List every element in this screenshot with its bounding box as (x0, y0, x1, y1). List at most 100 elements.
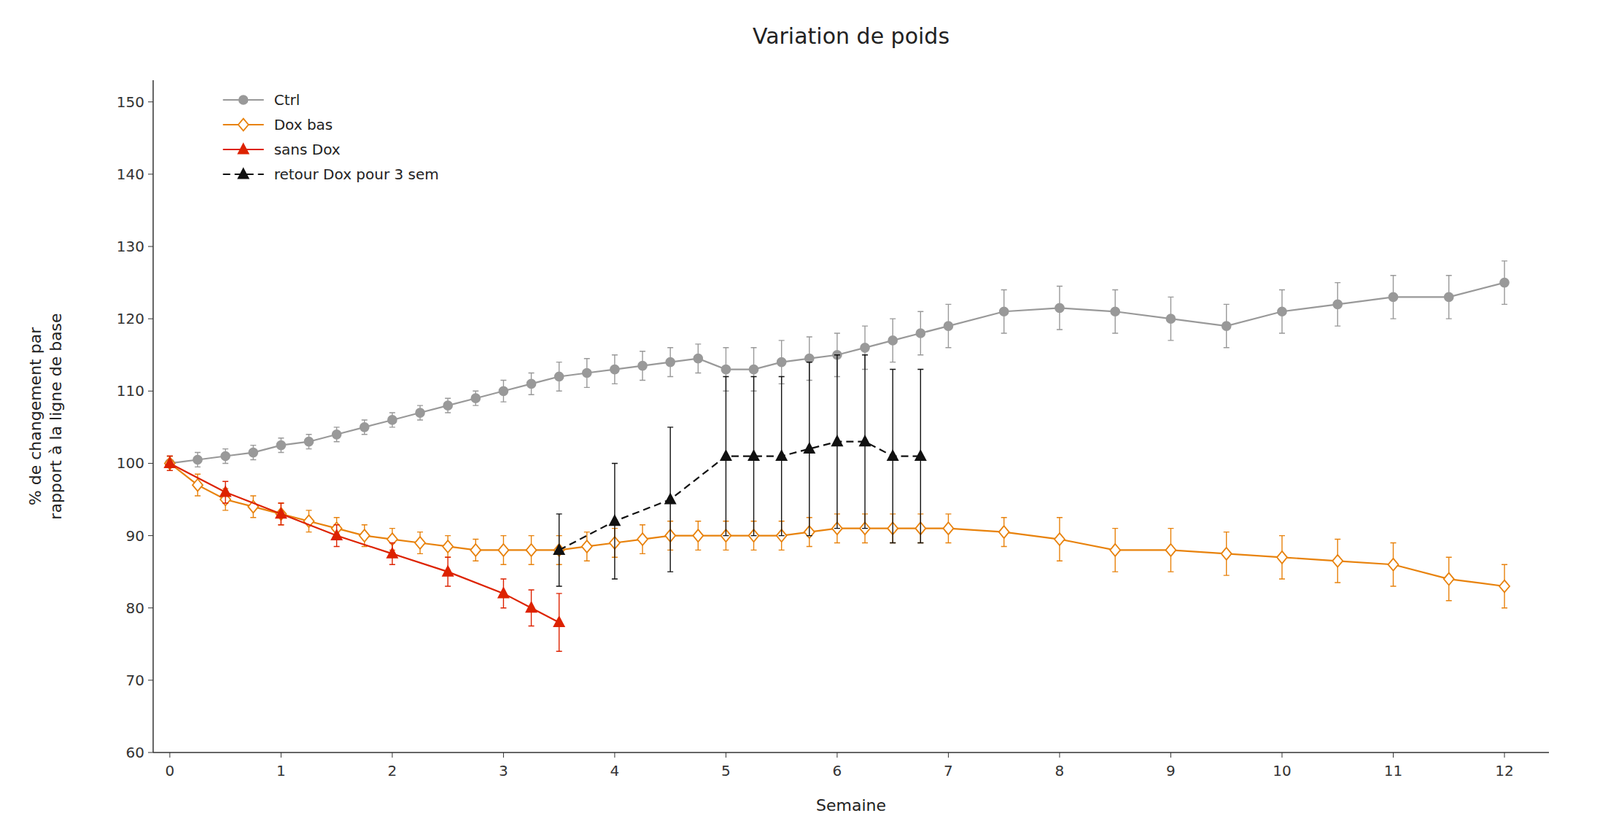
y-tick-label: 90 (126, 527, 145, 545)
x-tick (1281, 752, 1283, 758)
data-point (471, 393, 480, 403)
data-point (999, 525, 1010, 539)
y-tick (148, 246, 154, 248)
title: Variation de poids (752, 23, 950, 49)
data-point (776, 450, 787, 461)
x-tick-label: 0 (165, 762, 176, 780)
data-point (554, 372, 564, 382)
x-tick (1503, 752, 1505, 758)
y-axis-label-line: % de changement par (26, 326, 45, 506)
y-tick (148, 101, 154, 103)
data-point (721, 365, 730, 375)
x-tick (836, 752, 838, 758)
y-tick-label: 110 (116, 382, 145, 400)
data-point (832, 436, 843, 446)
data-point (1054, 533, 1065, 546)
x-tick-label: 6 (832, 762, 843, 780)
y-tick (148, 463, 154, 464)
y-tick-label: 70 (126, 671, 145, 690)
legend: Ctrl Dox bas sans Dox retour Dox pour 3 sem (223, 91, 440, 184)
data-point (999, 307, 1009, 316)
y-tick (148, 607, 154, 609)
series (554, 355, 927, 587)
data-point (527, 379, 537, 388)
data-point (554, 544, 565, 555)
x-axis-line (153, 751, 1549, 754)
y-tick-label: 100 (116, 454, 145, 472)
data-point (276, 441, 286, 450)
data-point (220, 452, 230, 461)
x-tick-label: 3 (498, 762, 509, 780)
data-point (665, 493, 676, 504)
x-tick (169, 752, 170, 758)
x-axis-label: Semaine (816, 796, 887, 815)
data-point (805, 354, 814, 364)
data-point (387, 415, 397, 425)
y-tick (148, 752, 154, 754)
x-tick-label: 8 (1055, 762, 1065, 780)
data-point (248, 448, 258, 458)
data-point (582, 369, 592, 378)
y-tick-label: 80 (126, 599, 145, 617)
data-point (387, 548, 398, 558)
data-point (888, 336, 897, 345)
legend-swatch-marker (238, 118, 249, 132)
data-point (443, 401, 453, 410)
legend-label: retour Dox pour 3 sem (274, 165, 440, 184)
legend-label: Ctrl (274, 91, 301, 109)
y-axis-label: % de changement parrapport à la ligne de… (26, 312, 65, 520)
data-point (1387, 558, 1398, 572)
background (0, 0, 1600, 840)
axes: 0123456789101112607080901001101201301401… (116, 80, 1549, 780)
data-point (220, 486, 231, 496)
data-point (915, 328, 925, 338)
x-tick-label: 4 (610, 762, 620, 780)
data-point (638, 361, 647, 371)
y-tick (148, 535, 154, 537)
x-tick-label: 11 (1384, 762, 1403, 780)
data-point (331, 530, 343, 540)
data-point (1222, 321, 1231, 331)
data-point (304, 437, 314, 447)
data-point (915, 450, 926, 461)
data-point (275, 507, 286, 520)
data-point (748, 450, 760, 461)
data-point (164, 457, 176, 470)
data-point (943, 321, 953, 331)
x-tick-label: 10 (1272, 762, 1291, 780)
data-point (860, 343, 870, 353)
x-tick-label: 2 (387, 762, 398, 780)
data-point (637, 533, 648, 546)
x-tick (1170, 752, 1172, 758)
x-tick (725, 752, 727, 758)
data-point (442, 540, 453, 553)
data-point (498, 544, 509, 557)
y-tick (148, 173, 154, 175)
data-point (498, 386, 508, 396)
data-point (777, 358, 787, 367)
x-tick-label: 9 (1166, 762, 1176, 780)
data-point (414, 536, 426, 550)
data-point (804, 443, 815, 453)
data-point (359, 529, 370, 542)
data-point (1166, 314, 1176, 324)
data-point (1499, 580, 1510, 593)
x-tick-label: 1 (276, 762, 286, 780)
data-point (1055, 303, 1064, 313)
data-point (275, 508, 286, 518)
y-tick-label: 60 (126, 743, 145, 762)
legend-swatch-marker (239, 95, 248, 105)
series (164, 456, 565, 652)
y-tick (148, 390, 154, 392)
legend-label: sans Dox (274, 140, 341, 159)
x-tick (391, 752, 393, 758)
x-tick (280, 752, 282, 758)
series-line (559, 441, 922, 551)
data-point (554, 544, 565, 557)
data-point (1444, 292, 1454, 302)
legend-label: Dox bas (274, 115, 334, 134)
data-point (554, 616, 565, 627)
data-point (609, 515, 620, 526)
data-point (164, 457, 176, 468)
data-point (526, 544, 537, 557)
